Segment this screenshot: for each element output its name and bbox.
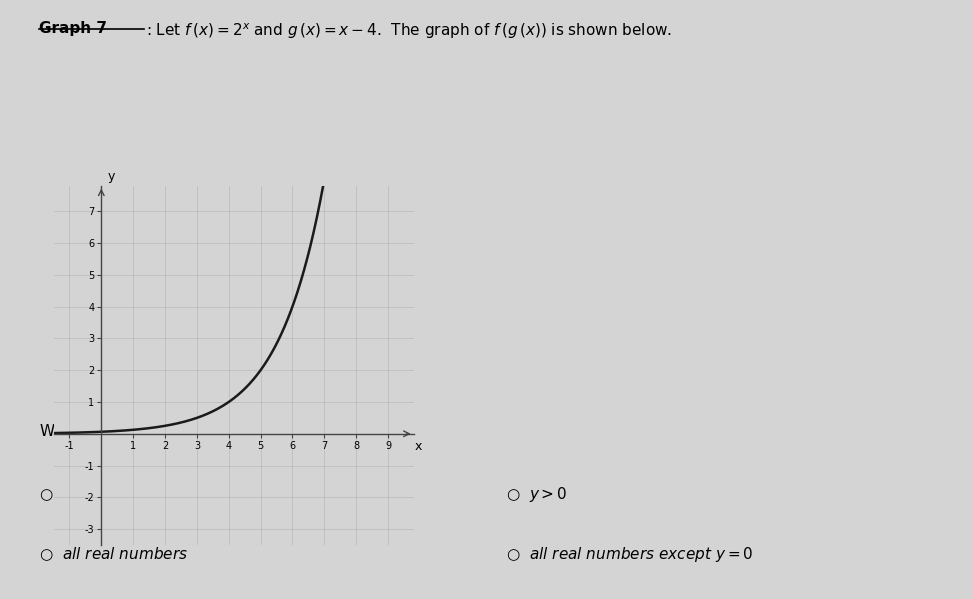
Text: ○  $y \leq 0$: ○ $y \leq 0$ (39, 485, 100, 504)
Text: Graph 7: Graph 7 (39, 21, 107, 36)
Text: y: y (108, 170, 115, 183)
Text: What is the range of $f\,(g\,(x))$?: What is the range of $f\,(g\,(x))$? (39, 422, 262, 441)
Text: ○  $\mathit{all\ real\ numbers}$: ○ $\mathit{all\ real\ numbers}$ (39, 545, 188, 563)
Text: : Let $f\,(x) = 2^x$ and $g\,(x) = x - 4$.  The graph of $f\,(g\,(x))$ is shown : : Let $f\,(x) = 2^x$ and $g\,(x) = x - 4… (146, 21, 672, 41)
Text: ○  $y > 0$: ○ $y > 0$ (506, 485, 567, 504)
Text: ○  $\mathit{all\ real\ numbers\ except}\ y = 0$: ○ $\mathit{all\ real\ numbers\ except}\ … (506, 544, 753, 564)
Text: x: x (414, 440, 422, 453)
